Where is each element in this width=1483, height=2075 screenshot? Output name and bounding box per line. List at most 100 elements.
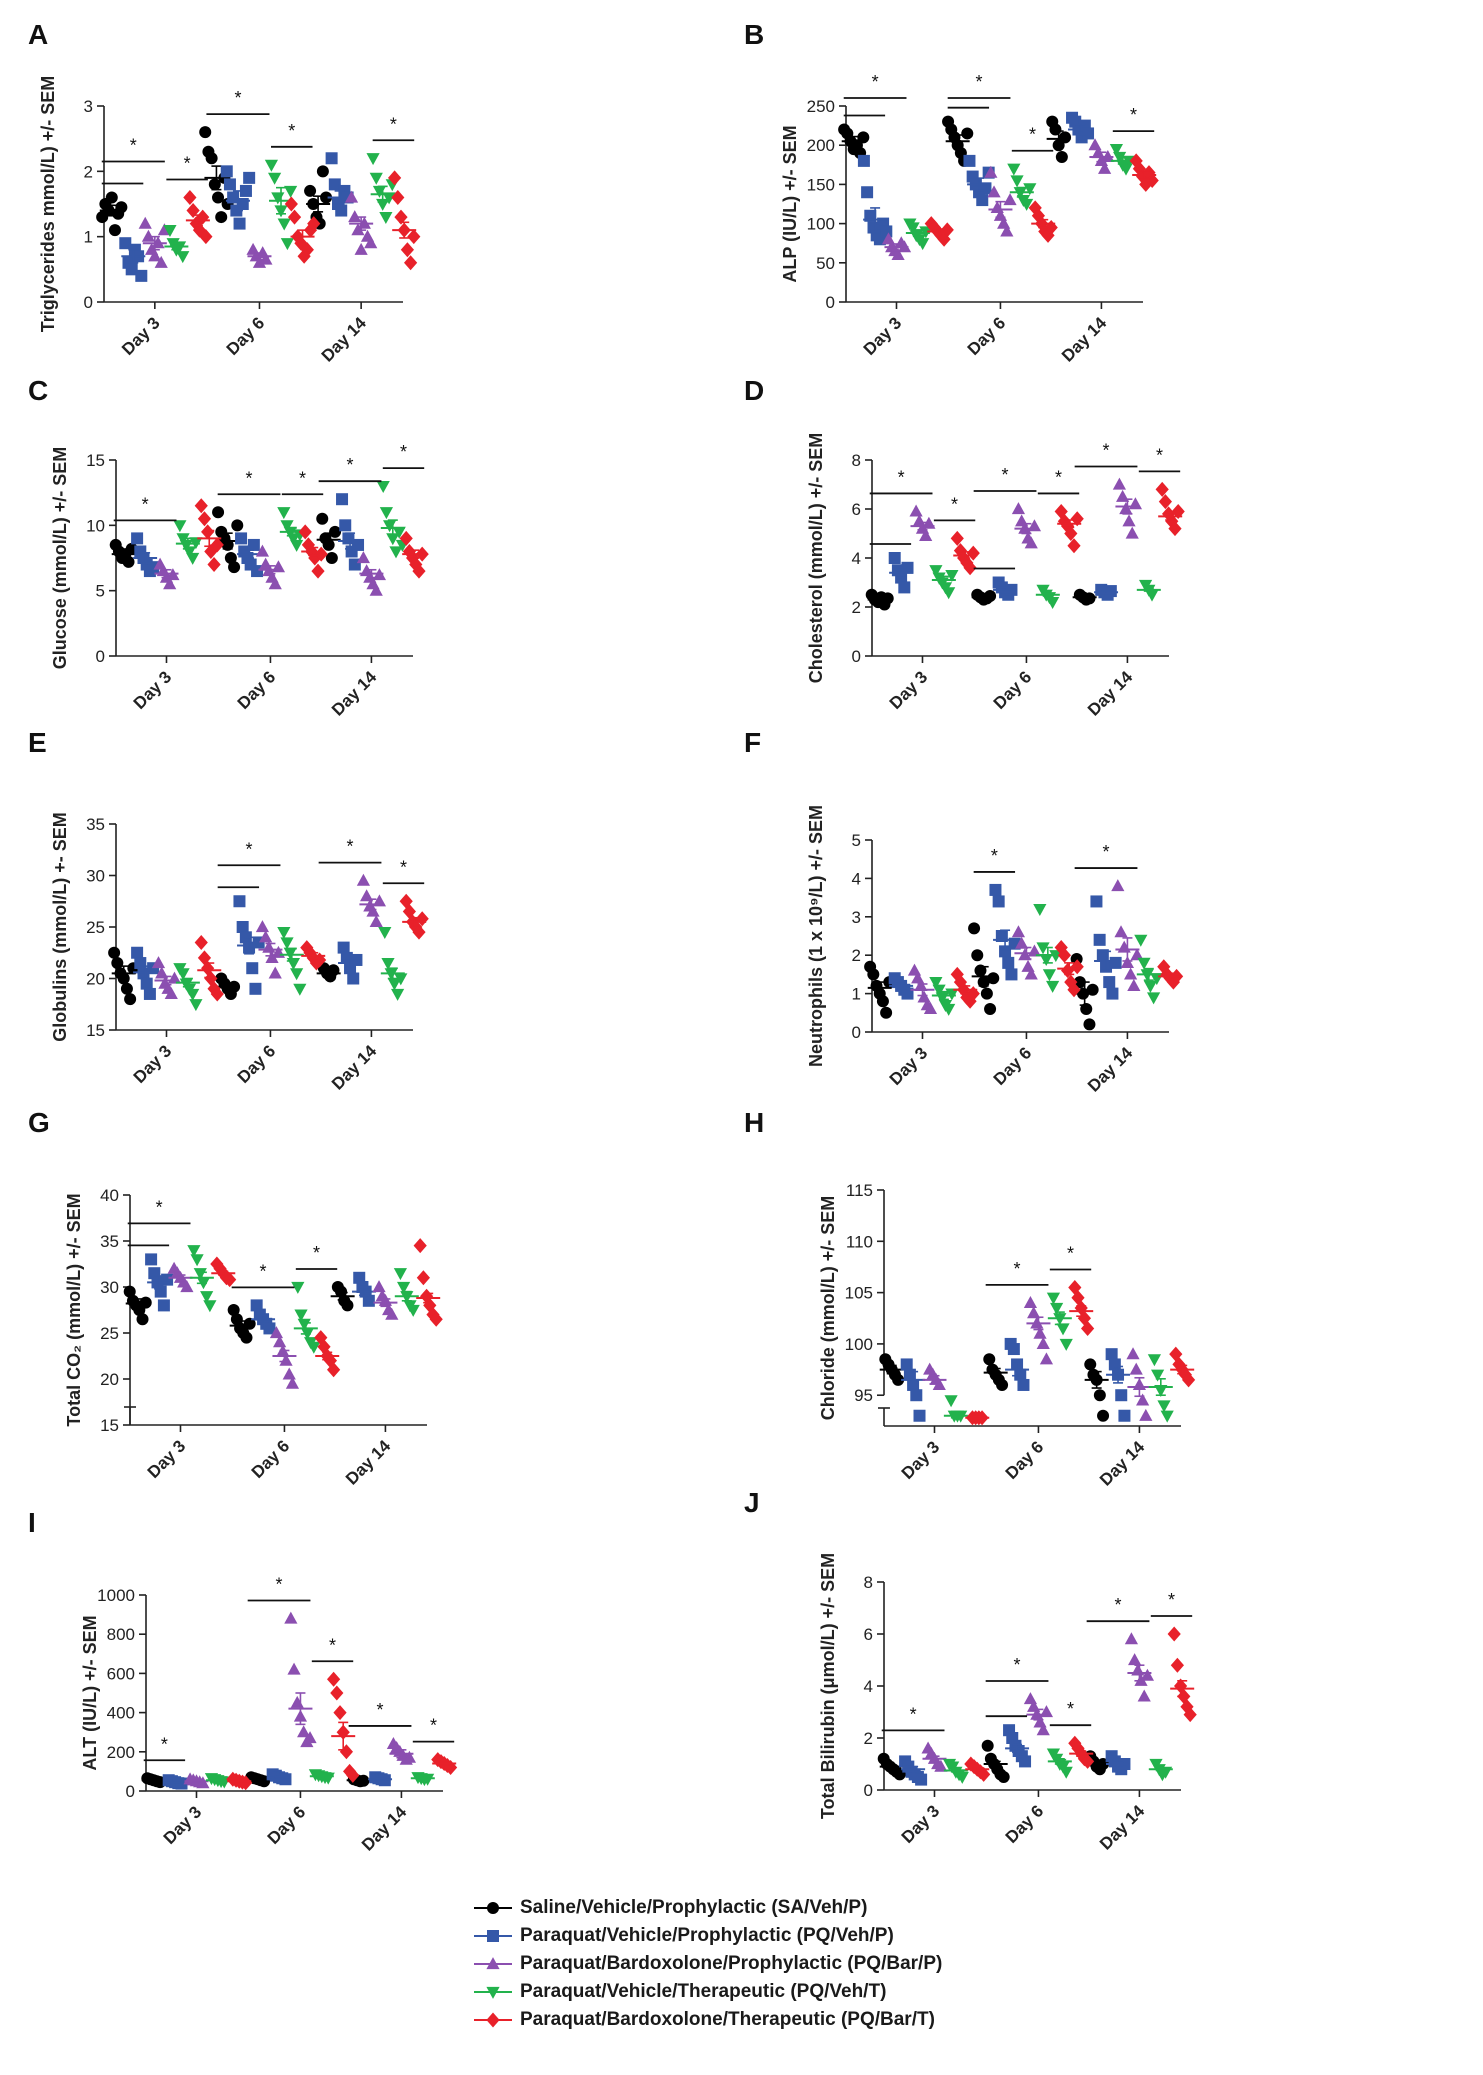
legend-label: Saline/Vehicle/Prophylactic (SA/Veh/P) <box>520 1897 868 1918</box>
y-tick-label: 100 <box>807 215 835 234</box>
data-point <box>151 956 166 969</box>
data-point <box>187 1245 201 1258</box>
data-point <box>996 1378 1009 1391</box>
data-point <box>1036 1723 1050 1736</box>
data-point <box>1056 1323 1070 1336</box>
data-point <box>176 251 190 264</box>
data-point <box>1007 1343 1020 1356</box>
data-point <box>362 1294 375 1307</box>
data-point <box>1036 942 1050 955</box>
data-point <box>1067 982 1081 998</box>
data-point <box>333 1705 347 1721</box>
data-point <box>137 967 150 980</box>
data-point <box>910 1389 923 1402</box>
data-point <box>387 978 402 991</box>
data-point <box>378 927 392 940</box>
data-point <box>122 555 135 568</box>
y-tick-label: 6 <box>864 1625 873 1644</box>
x-tick-label: Day 3 <box>160 1802 206 1848</box>
y-axis-label: Cholesterol (mmol/L) +/- SEM <box>806 433 826 684</box>
significance-star: * <box>898 467 905 487</box>
data-point <box>1010 175 1024 188</box>
data-point <box>339 1744 354 1760</box>
data-point <box>346 1767 360 1783</box>
data-point <box>382 192 396 205</box>
panel-label: F <box>744 727 761 758</box>
data-point <box>1046 1292 1061 1305</box>
data-point <box>1093 933 1106 946</box>
y-axis-label: ALT (IU/L) +/- SEM <box>80 1615 100 1770</box>
data-point <box>287 209 302 225</box>
data-point <box>1042 969 1057 982</box>
panel-label: C <box>28 375 48 406</box>
data-point <box>294 1309 308 1322</box>
y-tick-label: 0 <box>84 293 93 312</box>
data-point <box>236 921 249 933</box>
data-point <box>1046 980 1060 993</box>
data-point <box>279 1353 293 1366</box>
data-point <box>154 255 168 268</box>
legend-item: Paraquat/Vehicle/Therapeutic (PQ/Veh/T) <box>472 1978 942 2006</box>
data-point <box>399 530 413 546</box>
data-point <box>914 979 928 992</box>
data-point <box>247 538 260 551</box>
data-point <box>255 920 270 933</box>
y-tick-label: 30 <box>100 1278 119 1297</box>
data-point <box>392 526 406 539</box>
data-point <box>369 172 383 185</box>
data-point <box>1024 967 1038 980</box>
significance-star: * <box>1067 1243 1074 1263</box>
significance-star: * <box>1115 1595 1122 1615</box>
panel-h: H 95 100 105 110 115 Day 3 Day 6 Day 14 Chloride … <box>744 1107 1196 1490</box>
y-tick-label: 4 <box>852 549 861 568</box>
data-point <box>915 1773 928 1786</box>
data-point <box>372 1280 386 1293</box>
data-point <box>1181 1372 1196 1388</box>
data-point <box>210 986 224 1002</box>
data-point <box>901 561 914 574</box>
data-point <box>1002 956 1015 969</box>
data-point <box>203 1300 217 1313</box>
y-tick-label: 40 <box>100 1186 119 1205</box>
data-point <box>932 984 946 997</box>
data-point <box>303 1731 317 1744</box>
data-point <box>393 1268 408 1281</box>
data-point <box>224 552 237 564</box>
legend-marker <box>486 2012 500 2028</box>
data-point <box>413 1238 427 1254</box>
x-tick-label: Day 6 <box>234 1041 280 1087</box>
significance-star: * <box>234 88 241 108</box>
data-point <box>1059 131 1072 144</box>
x-tick-label: Day 3 <box>886 667 932 713</box>
data-point <box>205 152 218 165</box>
data-point <box>148 249 162 262</box>
data-point <box>166 238 180 251</box>
data-point <box>1011 925 1026 938</box>
data-point <box>364 236 378 249</box>
data-point <box>987 972 1000 985</box>
data-point <box>409 919 423 935</box>
y-tick-label: 200 <box>107 1743 135 1762</box>
data-point <box>906 222 920 235</box>
data-point <box>291 1281 305 1294</box>
data-point <box>283 947 297 960</box>
data-point <box>330 1685 344 1701</box>
x-tick-label: Day 3 <box>898 1437 944 1483</box>
data-point <box>1039 1352 1054 1365</box>
data-point <box>1145 589 1159 602</box>
data-point <box>1106 987 1119 1000</box>
data-point <box>286 957 301 970</box>
data-point <box>311 563 325 579</box>
triangle-up-icon <box>474 1957 512 1970</box>
data-point <box>1055 150 1068 163</box>
data-point <box>335 1285 348 1298</box>
x-tick-label: Day 14 <box>1058 313 1111 366</box>
data-point <box>923 1002 938 1015</box>
data-point <box>1170 1657 1184 1673</box>
legend: Saline/Vehicle/Prophylactic (SA/Veh/P) Pa… <box>472 1894 942 2034</box>
data-point <box>916 238 930 251</box>
y-tick-label: 1000 <box>97 1586 135 1605</box>
data-point <box>200 1291 214 1304</box>
data-point <box>231 519 244 532</box>
data-point <box>284 196 298 212</box>
